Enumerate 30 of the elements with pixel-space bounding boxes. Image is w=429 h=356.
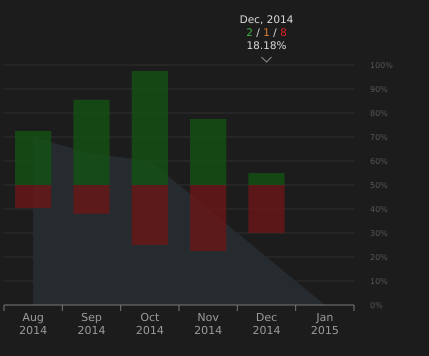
bar (190, 185, 226, 251)
x-tick-label: Oct 2014 (136, 311, 164, 337)
bar (132, 71, 168, 185)
y-tick-label: 40% (370, 205, 388, 214)
y-tick-label: 80% (370, 109, 388, 118)
bar (73, 185, 110, 214)
x-tick-label: Dec 2014 (252, 311, 280, 337)
text: 18.18% (246, 40, 287, 52)
x-tick-label: Sep 2014 (78, 311, 106, 337)
x-tick-label: Aug 2014 (19, 311, 48, 337)
x-tick-label: Nov 2014 (194, 311, 222, 337)
y-tick-label: 30% (370, 229, 388, 238)
text: 2 / 1 / 8 (246, 27, 287, 39)
bar (248, 185, 285, 233)
bar (73, 100, 110, 185)
y-tick-label: 20% (370, 253, 388, 262)
y-tick-label: 70% (370, 133, 388, 142)
y-tick-label: 0% (370, 301, 384, 310)
y-tick-label: 10% (370, 277, 388, 286)
y-tick-label: 50% (370, 181, 388, 190)
y-tick-label: 100% (370, 61, 394, 70)
x-tick-label: Jan 2015 (310, 311, 339, 337)
bar (190, 119, 226, 185)
bar (15, 185, 52, 208)
bar (15, 131, 52, 185)
text: Dec, 2014 (240, 14, 294, 26)
bar (132, 185, 168, 245)
bar (248, 173, 285, 185)
y-tick-label: 60% (370, 157, 388, 166)
y-tick-label: 90% (370, 85, 388, 94)
